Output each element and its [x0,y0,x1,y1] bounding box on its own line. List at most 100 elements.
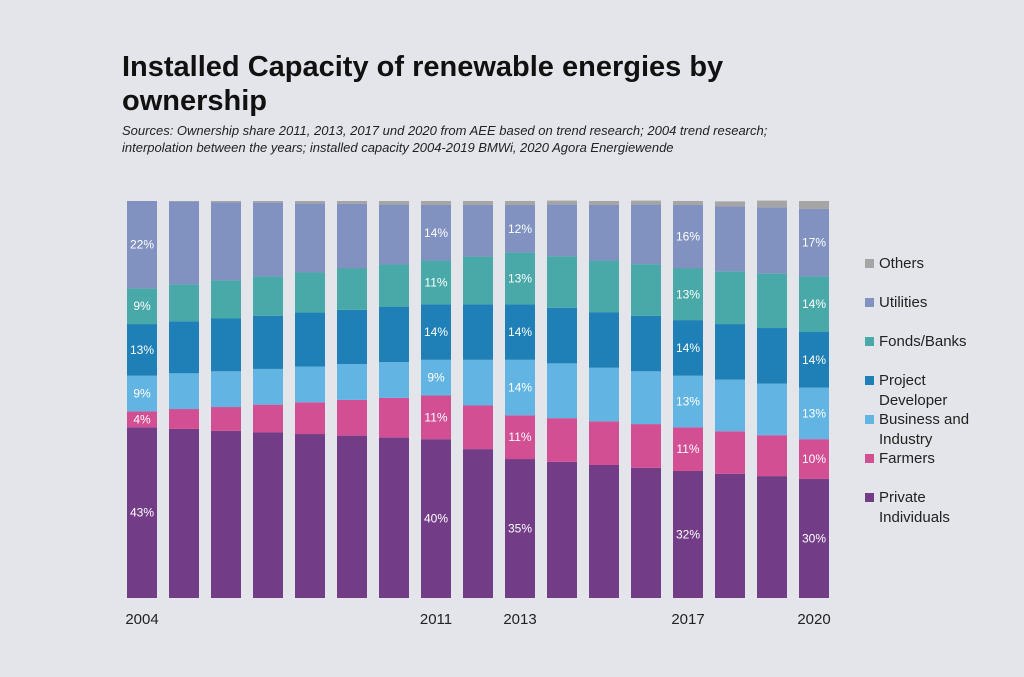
data-label: 13% [676,287,700,301]
bar-segment-others-2010 [379,201,409,205]
data-label: 14% [802,353,826,367]
bar-segment-utilities-2005 [169,201,199,285]
chart-title: Installed Capacity of renewable energies… [122,51,724,117]
bar-segment-fonds-banks-2016 [631,264,661,316]
bar-segment-project-developer-2014 [547,307,577,364]
bar-segment-utilities-2020 [799,208,829,277]
data-label: 11% [676,442,699,456]
data-label: 14% [802,297,826,311]
bar-segment-private-individuals-2014 [547,461,577,598]
bar-segment-project-developer-2012 [463,304,493,360]
bar-segment-project-developer-2009 [337,309,367,365]
bar-segment-others-2009 [337,201,367,204]
bar-segment-farmers-2007 [253,404,283,433]
bar-segment-others-2006 [211,201,241,203]
bar-segment-fonds-banks-2017 [673,268,703,321]
data-label: 9% [133,387,151,401]
data-label: 14% [508,381,532,395]
data-label: 9% [133,299,151,313]
bar-segment-fonds-banks-2009 [337,268,367,310]
bar-segment-utilities-2008 [295,203,325,273]
legend-swatch [865,454,874,463]
bar-segment-project-developer-2013 [505,304,535,360]
bar-segment-utilities-2018 [715,206,745,272]
data-label: 11% [424,275,447,289]
bar-segment-business-and-industry-2004 [127,375,157,412]
bar-segment-farmers-2013 [505,415,535,460]
legend-swatch [865,493,874,502]
bar-segment-others-2012 [463,201,493,205]
data-label: 12% [508,222,532,236]
legend-item-utilities: Utilities [865,293,1009,313]
legend-item-business-industry: Business and Industry [865,410,989,449]
bar-segment-private-individuals-2020 [799,478,829,598]
bar-segment-farmers-2006 [211,407,241,431]
legend-label: Farmers [879,450,935,467]
bar-segment-utilities-2013 [505,204,535,253]
bar-segment-utilities-2019 [757,207,787,274]
bar-segment-others-2019 [757,200,787,208]
bar-segment-farmers-2012 [463,405,493,450]
bar-segment-business-and-industry-2013 [505,359,535,416]
data-label: 11% [424,410,447,424]
bar-segment-fonds-banks-2008 [295,272,325,313]
bar-segment-project-developer-2010 [379,307,409,363]
bar-segment-private-individuals-2008 [295,434,325,598]
bar-segment-farmers-2010 [379,397,409,438]
bar-segment-business-and-industry-2019 [757,383,787,436]
bar-segment-fonds-banks-2013 [505,252,535,305]
bar-segment-others-2018 [715,201,745,207]
data-label: 13% [802,406,826,420]
bar-segment-utilities-2006 [211,202,241,281]
bar-segment-private-individuals-2011 [421,439,451,598]
legend-label: Business and Industry [879,411,970,448]
data-label: 10% [802,452,826,466]
bar-segment-others-2015 [589,201,619,205]
bar-segment-business-and-industry-2010 [379,362,409,398]
legend-label: Others [879,255,925,272]
bar-segment-farmers-2011 [421,395,451,440]
bar-segment-farmers-2004 [127,411,157,428]
bar-segment-others-2016 [631,200,661,205]
bar-segment-private-individuals-2009 [337,435,367,598]
bar-segment-farmers-2009 [337,399,367,436]
bar-segment-private-individuals-2017 [673,470,703,598]
bar-segment-utilities-2010 [379,204,409,265]
data-label: 4% [133,412,151,426]
bar-segment-fonds-banks-2005 [169,284,199,322]
bar-segment-business-and-industry-2014 [547,363,577,419]
data-label: 35% [508,522,532,536]
bar-segment-project-developer-2017 [673,320,703,376]
bar-segment-fonds-banks-2011 [421,260,451,305]
bar-segment-business-and-industry-2006 [211,371,241,408]
bar-segment-others-2013 [505,201,535,205]
bar-segment-business-and-industry-2005 [169,373,199,410]
chart-subtitle: Sources: Ownership share 2011, 2013, 201… [122,123,768,155]
bar-segment-private-individuals-2013 [505,459,535,598]
bar-segment-private-individuals-2006 [211,430,241,598]
legend-item-fonds-banks: Fonds/Banks [865,332,1009,352]
bar-segment-project-developer-2020 [799,332,829,388]
data-label: 9% [427,371,445,385]
bar-segment-project-developer-2008 [295,312,325,367]
x-tick-label: 2020 [797,611,830,628]
legend-swatch [865,259,874,268]
bar-segment-project-developer-2015 [589,312,619,368]
bar-segment-business-and-industry-2017 [673,375,703,428]
bar-segment-business-and-industry-2016 [631,371,661,425]
bar-segment-farmers-2018 [715,431,745,474]
bar-segment-private-individuals-2019 [757,476,787,598]
bar-segment-private-individuals-2016 [631,467,661,598]
bar-segment-business-and-industry-2007 [253,368,283,405]
legend-swatch [865,337,874,346]
bar-segment-fonds-banks-2006 [211,280,241,319]
bar-segment-others-2007 [253,201,283,203]
bar-segment-others-2014 [547,200,577,205]
bar-segment-utilities-2017 [673,204,703,269]
data-label: 14% [424,325,448,339]
bar-segment-utilities-2004 [127,201,157,289]
data-label: 14% [424,226,448,240]
bar-segment-utilities-2009 [337,203,367,269]
data-label: 43% [130,506,154,520]
bar-segment-project-developer-2006 [211,318,241,372]
